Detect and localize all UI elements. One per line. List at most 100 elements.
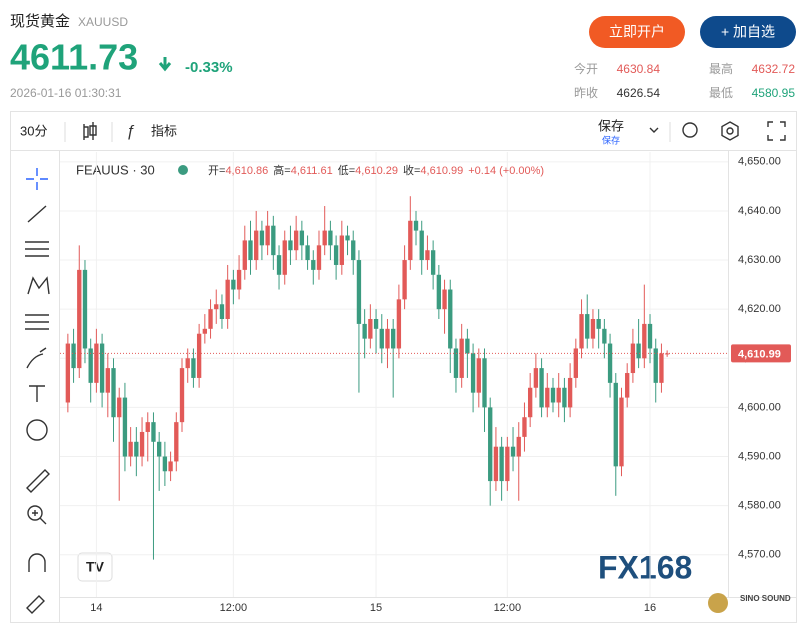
legend-item: 收=	[403, 163, 420, 177]
legend-item: 高=	[273, 163, 290, 177]
settings-icon-core	[726, 127, 734, 135]
candle-body	[82, 269, 88, 349]
logo-icon	[708, 593, 728, 613]
candle-body	[505, 446, 510, 482]
candle-body	[659, 353, 664, 383]
price: 4611.73	[10, 37, 138, 78]
candle-body	[419, 230, 424, 261]
save-sub[interactable]: 保存	[602, 134, 620, 145]
watchlist-button[interactable]	[700, 16, 796, 48]
magnet-tool[interactable]	[28, 553, 46, 572]
candle-body	[493, 446, 499, 482]
logo: SINO SOUND	[740, 594, 791, 603]
candle-body	[619, 397, 624, 467]
projection-tool[interactable]	[25, 314, 49, 330]
candle-body	[259, 230, 265, 246]
candle-body	[219, 304, 225, 319]
brush-tool[interactable]	[26, 347, 47, 369]
candle-body	[539, 368, 544, 408]
candle-body	[214, 304, 219, 310]
candle-body	[88, 348, 93, 383]
candle-body	[71, 343, 76, 369]
candle-body	[459, 338, 464, 378]
stat-label: 今开	[574, 61, 598, 76]
zoom-tool-detail	[32, 510, 47, 525]
candle-body	[299, 230, 305, 246]
candle-type-icon[interactable]	[83, 122, 97, 140]
save-menu[interactable]	[649, 127, 659, 133]
x-tick-label: 14	[90, 602, 102, 614]
change: -0.33%	[185, 59, 233, 76]
pattern-tool[interactable]	[27, 276, 50, 295]
emoji-tool[interactable]	[26, 419, 48, 441]
candle-body	[562, 387, 567, 408]
crosshair-tool[interactable]	[26, 168, 48, 190]
candle-body	[128, 441, 133, 457]
candle-body	[77, 269, 82, 369]
zoom-tool[interactable]	[27, 505, 43, 521]
open-account-button[interactable]	[589, 16, 685, 48]
save[interactable]: 保存	[598, 118, 624, 133]
candle-body	[499, 446, 504, 482]
fib-tool[interactable]	[25, 241, 49, 257]
candle-body	[305, 245, 310, 261]
legend-item: 4,610.99	[420, 165, 463, 177]
candle-body	[402, 260, 407, 300]
watchlist-label[interactable]: + 加自选	[721, 24, 775, 40]
text-tool[interactable]	[29, 385, 45, 402]
candle-body	[339, 235, 344, 265]
legend-item: 开=	[208, 165, 225, 177]
candle-body	[191, 358, 196, 378]
candle-body	[157, 441, 162, 457]
candle-body	[333, 245, 339, 265]
alert-icon[interactable]	[682, 122, 698, 138]
candle-body	[99, 343, 105, 393]
trendline-tool[interactable]	[27, 205, 47, 223]
candle-body	[282, 240, 287, 275]
fx-icon[interactable]: ƒ	[126, 123, 135, 140]
candle-body	[533, 368, 539, 388]
candle-body	[488, 407, 493, 482]
candle-body	[122, 397, 128, 457]
lock-tool[interactable]	[26, 595, 45, 614]
stat-label: 昨收	[574, 86, 598, 100]
x-tick-label: 16	[644, 602, 656, 614]
candle-body	[613, 382, 618, 467]
candle-body	[94, 343, 99, 383]
ruler-tool[interactable]	[26, 469, 50, 493]
last-price-label: 4,610.99	[738, 348, 781, 360]
indicators[interactable]: 指标	[151, 123, 177, 138]
last-price-tag	[731, 344, 791, 363]
candle-body	[550, 387, 556, 403]
x-tick-label: 12:00	[494, 602, 522, 614]
legend-item: 低=	[338, 164, 355, 177]
y-tick-label: 4,600.00	[738, 401, 781, 413]
candle-body	[636, 343, 641, 359]
down-arrow	[158, 57, 172, 72]
candle-body	[476, 358, 481, 393]
settings-icon[interactable]	[721, 121, 739, 141]
y-tick-label: 4,590.00	[738, 450, 781, 462]
candle-body	[385, 328, 390, 349]
candle-body	[311, 260, 316, 270]
candle-body	[316, 245, 322, 270]
interval[interactable]: 30分	[20, 123, 47, 138]
legend-item: 4,610.29	[355, 165, 398, 177]
candle-body	[288, 240, 293, 251]
candle-body	[379, 328, 384, 349]
y-tick-label: 4,570.00	[738, 549, 781, 561]
candle-body	[168, 461, 173, 472]
chart-title: FEAUUS · 30	[76, 162, 155, 177]
candle-body	[625, 373, 630, 398]
candle-body	[134, 441, 139, 457]
open-account-label[interactable]: 立即开户	[609, 24, 665, 40]
candle-body	[179, 368, 185, 423]
candle-body	[271, 225, 276, 256]
candle-body	[453, 348, 459, 378]
candle-body	[208, 309, 213, 329]
candle-body	[602, 328, 607, 344]
fullscreen-icon[interactable]	[767, 121, 786, 141]
candle-body	[196, 333, 202, 378]
candle-body	[105, 368, 110, 393]
